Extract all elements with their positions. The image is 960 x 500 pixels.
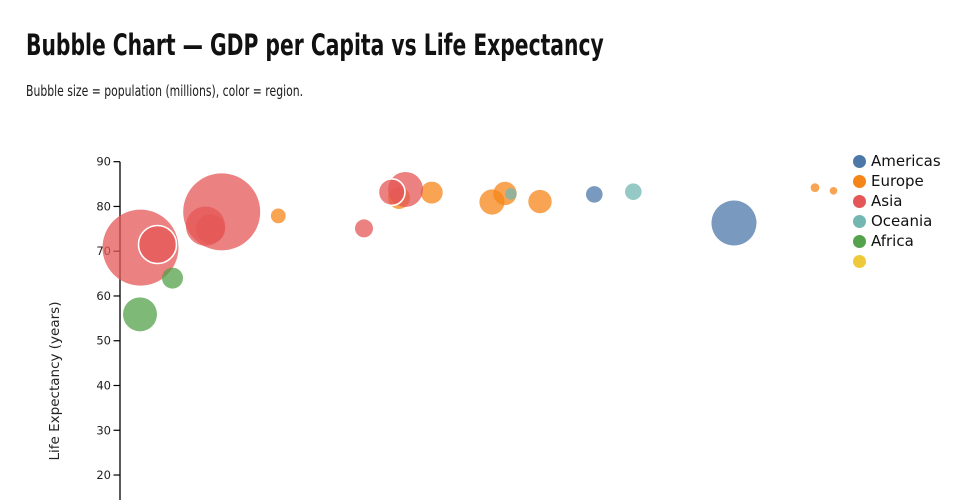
legend-swatch-icon: [853, 174, 866, 188]
y-axis-tick-label: 60: [96, 289, 111, 303]
bubble-oceania[interactable]: [505, 188, 517, 200]
bubble-asia[interactable]: [195, 214, 226, 244]
legend-item[interactable]: [853, 251, 941, 271]
bubble-africa[interactable]: [123, 297, 157, 332]
legend-swatch-icon: [853, 234, 866, 248]
legend-label: Oceania: [871, 212, 933, 230]
bubble-europe[interactable]: [270, 208, 286, 224]
bubble-americas[interactable]: [711, 200, 757, 246]
bubble-asia[interactable]: [137, 224, 178, 265]
bubble-africa[interactable]: [162, 267, 183, 289]
bubble-asia[interactable]: [377, 178, 406, 207]
legend-swatch-icon: [853, 194, 866, 208]
legend-swatch-icon: [853, 154, 866, 168]
legend-item-africa[interactable]: Africa: [853, 231, 941, 251]
legend-label: Americas: [871, 152, 941, 170]
y-axis-tick-label: 50: [96, 334, 111, 348]
bubble-oceania[interactable]: [625, 183, 642, 200]
legend-item-americas[interactable]: Americas: [853, 151, 941, 171]
y-axis-tick-label: 40: [96, 379, 111, 393]
legend: Americas Europe Asia Oceania Africa: [853, 151, 941, 271]
legend-label: Asia: [871, 192, 903, 210]
legend-swatch-icon: [853, 254, 866, 268]
bubble-europe[interactable]: [420, 181, 443, 204]
legend-label: Europe: [871, 172, 924, 190]
bubble-americas[interactable]: [586, 186, 603, 203]
chart-title: Bubble Chart — GDP per Capita vs Life Ex…: [26, 28, 604, 62]
bubble-europe[interactable]: [810, 183, 820, 193]
y-axis-tick-label: 30: [96, 423, 111, 437]
legend-item-europe[interactable]: Europe: [853, 171, 941, 191]
legend-item-asia[interactable]: Asia: [853, 191, 941, 211]
chart-subtitle: Bubble size = population (millions), col…: [26, 82, 304, 100]
y-axis-tick-label: 80: [96, 199, 111, 213]
bubble-europe[interactable]: [829, 186, 838, 195]
y-axis-tick-label: 90: [96, 155, 111, 169]
legend-label: Africa: [871, 232, 914, 250]
y-axis-tick-label: 20: [96, 468, 111, 482]
legend-item-oceania[interactable]: Oceania: [853, 211, 941, 231]
legend-swatch-icon: [853, 214, 866, 228]
bubble-asia[interactable]: [355, 219, 373, 238]
bubble-europe[interactable]: [528, 189, 552, 214]
